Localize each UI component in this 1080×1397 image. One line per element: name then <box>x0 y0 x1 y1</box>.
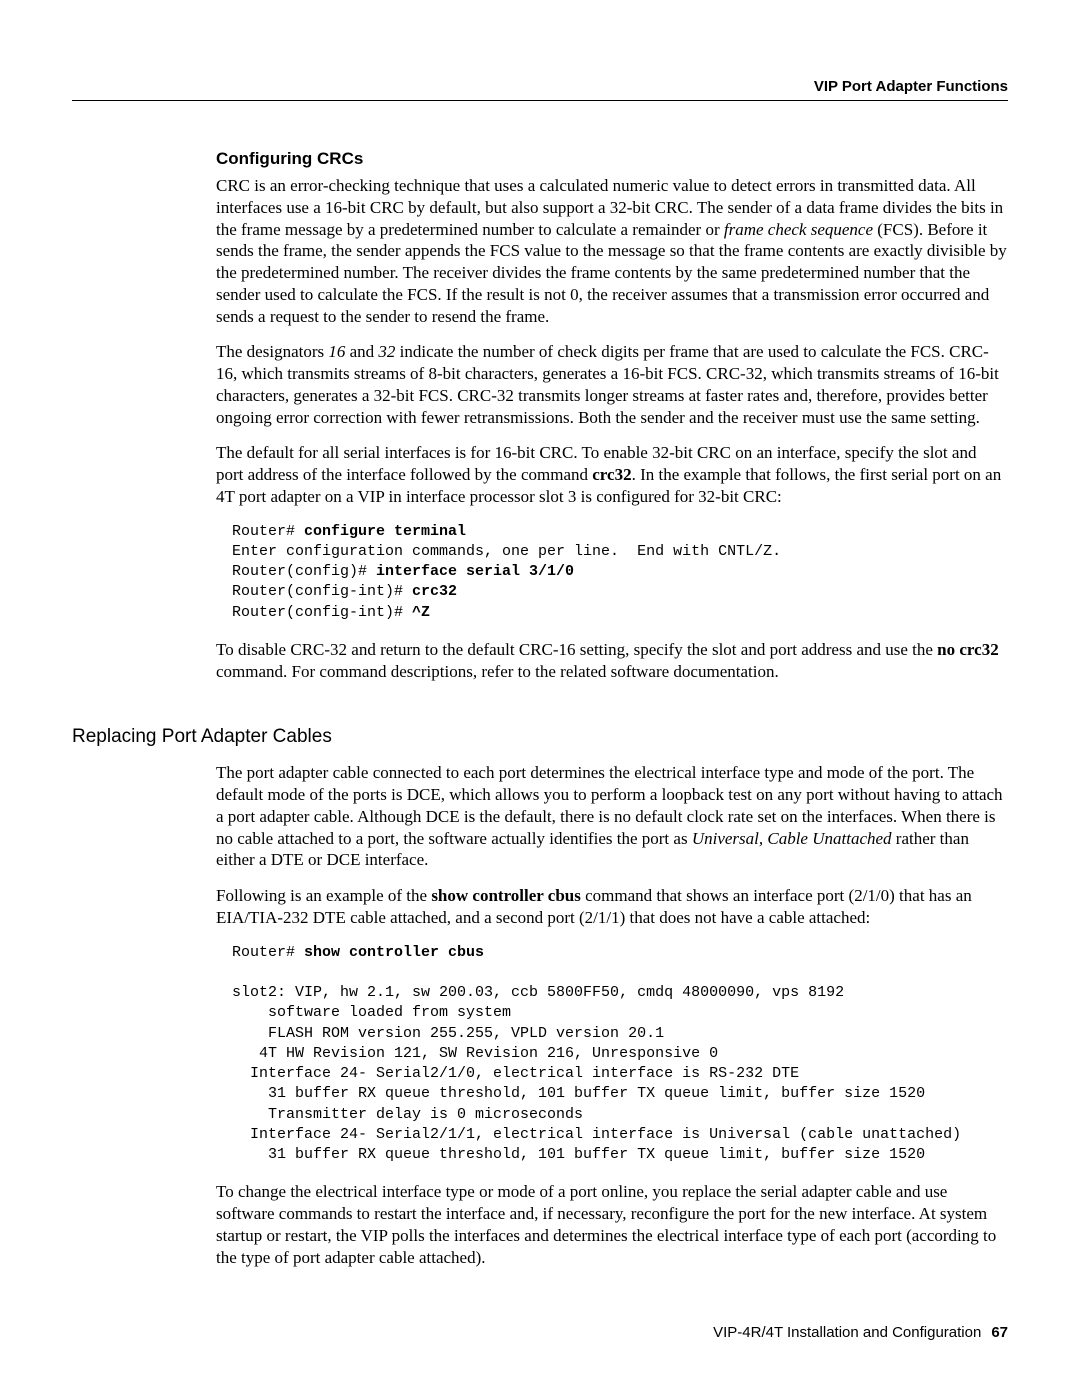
text-italic: Universal, Cable Unattached <box>692 829 892 848</box>
cmd: interface serial 3/1/0 <box>376 563 574 580</box>
para-default-crc: The default for all serial interfaces is… <box>216 442 1008 507</box>
cmd: ^Z <box>412 604 430 621</box>
code-block-crc: Router# configure terminal Enter configu… <box>232 522 1008 623</box>
output: slot2: VIP, hw 2.1, sw 200.03, ccb 5800F… <box>232 984 961 1163</box>
running-header: VIP Port Adapter Functions <box>72 78 1008 101</box>
page-footer: VIP-4R/4T Installation and Configuration… <box>713 1324 1008 1341</box>
prompt: Router# <box>232 523 304 540</box>
heading-replacing-cables: Replacing Port Adapter Cables <box>72 726 1008 748</box>
text-italic: 16 <box>328 342 345 361</box>
text: The designators <box>216 342 328 361</box>
text: Following is an example of the <box>216 886 431 905</box>
cmd: configure terminal <box>304 523 466 540</box>
para-cables-intro: The port adapter cable connected to each… <box>216 762 1008 871</box>
text-bold: show controller cbus <box>431 886 581 905</box>
cmd: crc32 <box>412 583 457 600</box>
text: and <box>345 342 378 361</box>
text-bold: no crc32 <box>937 640 999 659</box>
text-italic: frame check sequence <box>724 220 873 239</box>
output: Enter configuration commands, one per li… <box>232 543 781 560</box>
heading-configuring-crcs: Configuring CRCs <box>216 149 1008 169</box>
prompt: Router(config)# <box>232 563 376 580</box>
para-disable-crc: To disable CRC-32 and return to the defa… <box>216 639 1008 683</box>
para-change-interface: To change the electrical interface type … <box>216 1181 1008 1268</box>
para-crc-intro: CRC is an error-checking technique that … <box>216 175 1008 327</box>
para-designators: The designators 16 and 32 indicate the n… <box>216 341 1008 428</box>
prompt: Router(config-int)# <box>232 583 412 600</box>
code-block-cbus: Router# show controller cbus slot2: VIP,… <box>232 943 1008 1166</box>
prompt: Router(config-int)# <box>232 604 412 621</box>
cmd: show controller cbus <box>304 944 484 961</box>
text-italic: 32 <box>378 342 395 361</box>
page-number: 67 <box>991 1324 1008 1341</box>
text-bold: crc32 <box>592 465 631 484</box>
para-show-controller: Following is an example of the show cont… <box>216 885 1008 929</box>
footer-title: VIP-4R/4T Installation and Configuration <box>713 1324 981 1341</box>
text: command. For command descriptions, refer… <box>216 662 779 681</box>
prompt: Router# <box>232 944 304 961</box>
text: To disable CRC-32 and return to the defa… <box>216 640 937 659</box>
